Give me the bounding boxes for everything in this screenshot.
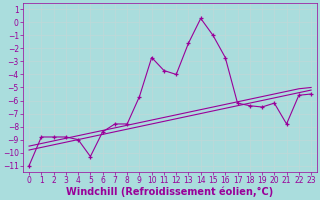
X-axis label: Windchill (Refroidissement éolien,°C): Windchill (Refroidissement éolien,°C) bbox=[67, 187, 274, 197]
